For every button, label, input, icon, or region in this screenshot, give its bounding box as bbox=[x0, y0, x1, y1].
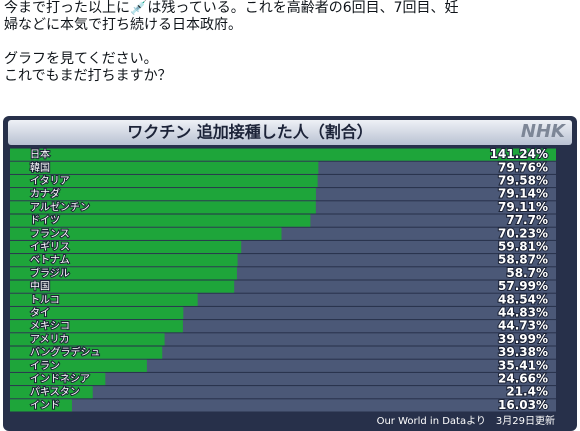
category-label: アメリカ bbox=[30, 333, 70, 345]
bar bbox=[10, 267, 237, 280]
category-label: メキシコ bbox=[30, 321, 70, 332]
bar bbox=[10, 399, 72, 412]
bar-track bbox=[10, 399, 556, 412]
value-label: 77.7% bbox=[506, 213, 548, 227]
bar bbox=[10, 188, 316, 201]
bar bbox=[10, 386, 93, 399]
value-label: 79.76% bbox=[498, 160, 548, 174]
bar bbox=[10, 201, 316, 214]
category-label: イギリス bbox=[30, 241, 70, 253]
category-label: インドネシア bbox=[30, 373, 90, 385]
category-label: イラン bbox=[30, 360, 60, 372]
bar bbox=[10, 174, 318, 188]
value-label: 39.38% bbox=[498, 345, 548, 359]
category-label: アルゼンチン bbox=[30, 201, 90, 213]
category-label: フランス bbox=[30, 228, 70, 240]
bar bbox=[10, 214, 311, 227]
value-label: 59.81% bbox=[498, 240, 548, 254]
post-line: これでもまだ打ちますか？ bbox=[4, 68, 172, 84]
value-label: 58.7% bbox=[506, 266, 548, 280]
category-label: イタリア bbox=[30, 175, 70, 187]
category-label: ベトナム bbox=[30, 254, 70, 266]
category-label: 中国 bbox=[30, 280, 50, 293]
bar bbox=[10, 359, 147, 372]
category-label: バングラデシュ bbox=[30, 346, 101, 359]
category-label: パキスタン bbox=[30, 386, 80, 398]
category-label: 韓国 bbox=[30, 162, 50, 174]
logo: NHK bbox=[521, 121, 567, 142]
post-line: 今まで打った以上に💉は残っている。これを高齢者の6回目、7回目、妊 bbox=[4, 0, 459, 16]
bar bbox=[10, 372, 106, 386]
source: Our World in Dataより 3月29日更新 bbox=[377, 414, 555, 427]
value-label: 58.87% bbox=[498, 253, 548, 267]
value-label: 79.11% bbox=[498, 200, 548, 214]
bar bbox=[10, 240, 242, 254]
category-label: タイ bbox=[30, 307, 50, 319]
category-label: インド bbox=[30, 400, 60, 411]
bar bbox=[10, 333, 165, 346]
bar-track bbox=[10, 386, 556, 399]
bar bbox=[10, 280, 235, 293]
post: 今まで打った以上に💉は残っている。これを高齢者の6回目、7回目、妊 婦などに本気… bbox=[4, 0, 459, 85]
bar-track bbox=[10, 372, 556, 386]
bar bbox=[10, 293, 198, 306]
category-label: ブラジル bbox=[30, 266, 70, 279]
bar bbox=[10, 320, 183, 333]
category-label: 日本 bbox=[30, 148, 50, 161]
category-label: ドイツ bbox=[30, 216, 60, 227]
value-label: 79.14% bbox=[498, 187, 548, 201]
value-label: 57.99% bbox=[498, 279, 548, 293]
post-line: 婦などに本気で打ち続ける日本政府。 bbox=[4, 17, 242, 33]
category-label: トルコ bbox=[30, 295, 60, 306]
bar bbox=[10, 148, 556, 161]
value-label: 48.54% bbox=[498, 292, 548, 306]
value-label: 44.73% bbox=[498, 319, 548, 333]
title-bar bbox=[8, 120, 572, 145]
value-label: 21.4% bbox=[506, 385, 548, 399]
value-label: 24.66% bbox=[498, 372, 548, 386]
bar bbox=[10, 346, 163, 359]
value-label: 35.41% bbox=[498, 358, 548, 372]
value-label: 44.83% bbox=[498, 306, 548, 320]
chart-title: ワクチン 追加接種した人（割合） bbox=[127, 123, 373, 142]
value-label: 70.23% bbox=[498, 226, 548, 240]
value-label: 141.24% bbox=[490, 147, 548, 161]
value-label: 79.58% bbox=[498, 174, 548, 188]
value-label: 39.99% bbox=[498, 332, 548, 346]
bar bbox=[10, 306, 184, 320]
value-label: 16.03% bbox=[498, 398, 548, 412]
bar bbox=[10, 227, 282, 240]
category-label: カナダ bbox=[30, 187, 60, 200]
bar bbox=[10, 254, 238, 267]
post-line: グラフを見てください。 bbox=[4, 51, 158, 67]
bar bbox=[10, 161, 319, 174]
